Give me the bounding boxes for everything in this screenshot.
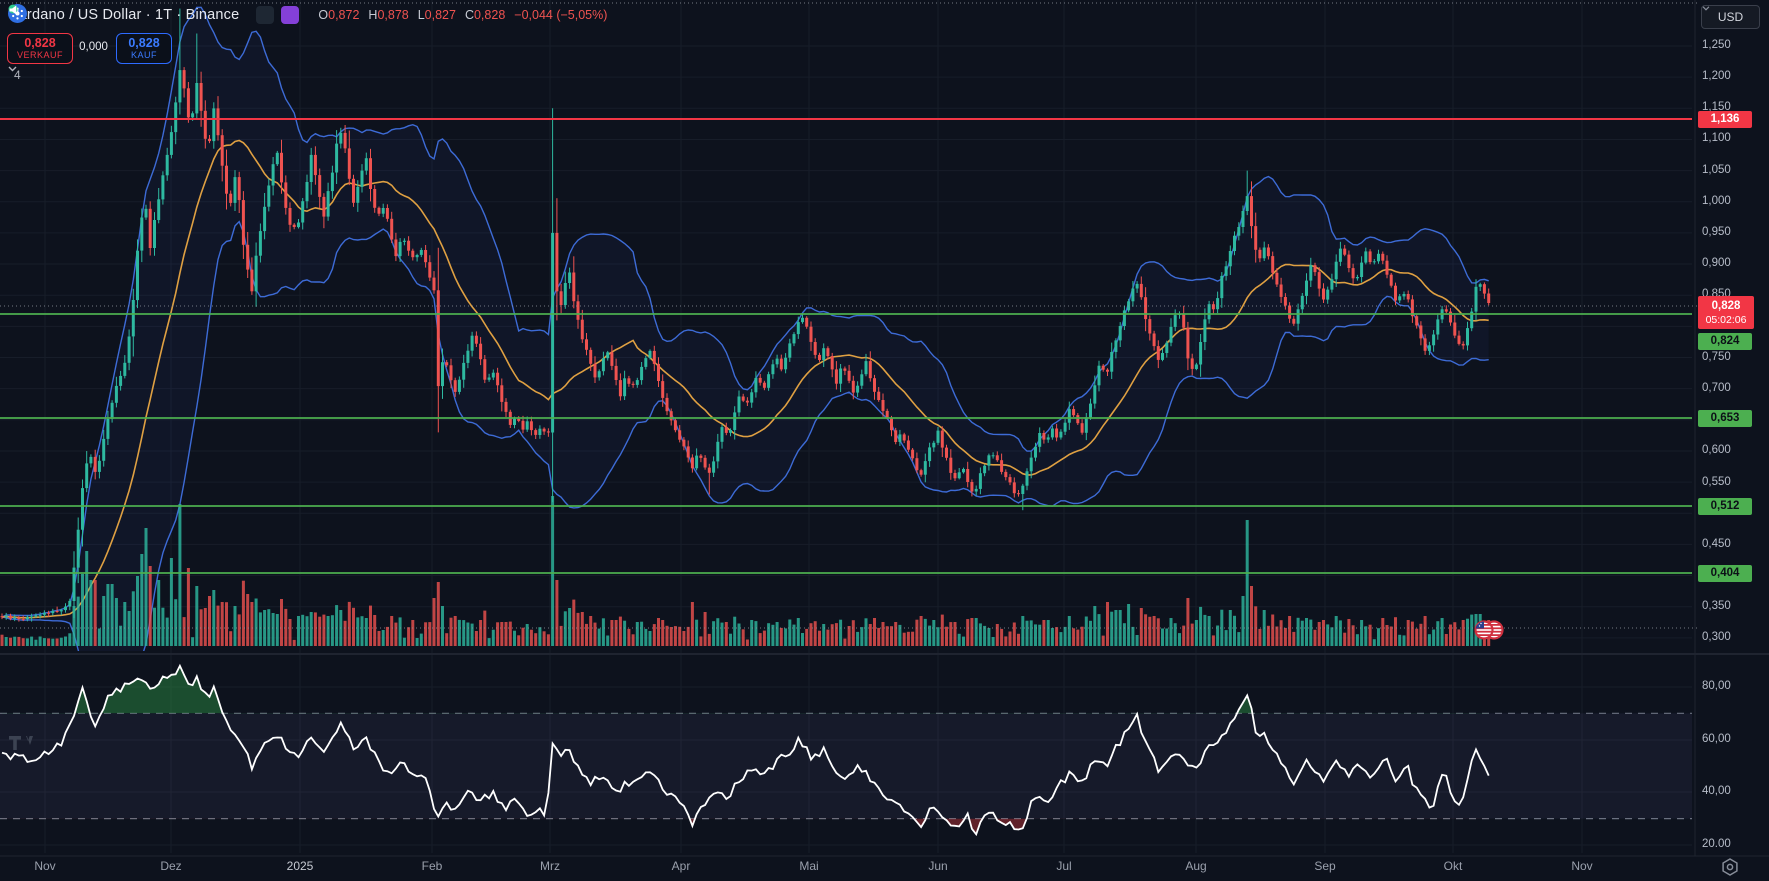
time-axis[interactable] — [0, 857, 1769, 881]
sell-button[interactable]: 0,828 VERKAUF — [7, 33, 73, 64]
time-axis-label: Jun — [928, 859, 948, 873]
rsi-tick: 20.00 — [1702, 838, 1731, 850]
price-axis[interactable] — [1696, 0, 1769, 855]
time-axis-label: Mai — [799, 859, 819, 873]
time-axis-label: Feb — [421, 859, 443, 873]
open-label: O — [318, 8, 329, 22]
price-tick: 0,450 — [1702, 538, 1731, 550]
close-value: 0,828 — [473, 8, 506, 22]
chevron-down-icon — [1702, 6, 1710, 11]
support-price-label: 0,653 — [1698, 409, 1752, 427]
time-axis-label: Mrz — [540, 859, 560, 873]
price-tick: 0,350 — [1702, 600, 1731, 612]
time-axis-label: Jul — [1056, 859, 1072, 873]
time-axis-label: Nov — [34, 859, 56, 873]
spread-value: 0,000 — [79, 41, 108, 53]
price-tick: 1,200 — [1702, 70, 1731, 82]
support-price-label: 0,404 — [1698, 564, 1752, 582]
close-label: C — [464, 8, 474, 22]
volume-bars — [0, 496, 1491, 646]
last-price: 0,828 — [1711, 299, 1741, 312]
buy-price: 0,828 — [128, 36, 160, 50]
price-tick: 0,550 — [1702, 476, 1731, 488]
chevron-down-icon — [8, 66, 17, 72]
rsi-tick: 80,00 — [1702, 680, 1731, 692]
symbol-header: Cardano / US Dollar · 1T · Binance O0,87… — [8, 4, 607, 26]
candles — [0, 8, 1491, 622]
objects-tree-toggle[interactable]: 4 — [8, 66, 27, 84]
time-axis-label: Nov — [1571, 859, 1593, 873]
alert-price-label: 1,136 — [1698, 110, 1752, 128]
price-tick: 0,600 — [1702, 444, 1731, 456]
axis-settings-gear-icon[interactable] — [1722, 858, 1738, 876]
stream-megaphone-icon[interactable] — [9, 5, 300, 24]
time-axis-label: Aug — [1185, 859, 1207, 873]
time-axis-label: Sep — [1314, 859, 1336, 873]
market-status-icon[interactable] — [8, 4, 275, 24]
open-value: 0,872 — [328, 8, 360, 22]
rsi-tick: 60,00 — [1702, 733, 1731, 745]
economic-event-flag-icon[interactable] — [1474, 620, 1504, 640]
time-axis-label: Dez — [160, 859, 182, 873]
high-value: 0,878 — [377, 8, 409, 22]
price-tick: 1,250 — [1702, 39, 1731, 51]
price-tick: 0,300 — [1702, 631, 1731, 643]
currency-label: USD — [1717, 10, 1744, 24]
price-tick: 0,900 — [1702, 257, 1731, 269]
change-value: −0,044 (−5,05%) — [514, 8, 608, 22]
price-tick: 1,100 — [1702, 132, 1731, 144]
currency-selector[interactable]: USD — [1701, 5, 1760, 29]
sell-label: VERKAUF — [16, 50, 63, 60]
support-price-label: 0,824 — [1698, 332, 1752, 350]
rsi-tick: 40,00 — [1702, 785, 1731, 797]
price-tick: 1,050 — [1702, 164, 1731, 176]
buy-button[interactable]: 0,828 KAUF — [116, 33, 172, 64]
bar-countdown: 05:02:06 — [1705, 313, 1747, 326]
symbol-title[interactable]: Cardano / US Dollar · 1T · Binance — [8, 7, 240, 23]
low-label: L — [417, 8, 425, 22]
price-tick: 0,950 — [1702, 226, 1731, 238]
time-axis-label: Okt — [1443, 859, 1463, 873]
price-tick: 0,750 — [1702, 351, 1731, 363]
buy-label: KAUF — [130, 50, 157, 60]
bollinger-bands — [1, 6, 1489, 651]
tradingview-watermark — [9, 736, 33, 750]
collapsed-count: 4 — [14, 68, 21, 82]
ohlc-readout: O0,872 H0,878 L0,827 C0,828 −0,044 (−5,0… — [318, 8, 607, 22]
time-axis-label: Apr — [671, 859, 691, 873]
last-price-label: 0,828 05:02:06 — [1698, 296, 1754, 329]
price-tick: 1,000 — [1702, 195, 1731, 207]
time-axis-label: 2025 — [286, 859, 314, 873]
high-label: H — [368, 8, 378, 22]
price-tick: 0,700 — [1702, 382, 1731, 394]
rsi-band — [0, 713, 1692, 819]
rsi-line — [1, 663, 1490, 837]
support-price-label: 0,512 — [1698, 497, 1752, 515]
low-value: 0,827 — [424, 8, 456, 22]
sell-price: 0,828 — [24, 36, 56, 50]
price-tick: 1,150 — [1702, 101, 1731, 113]
